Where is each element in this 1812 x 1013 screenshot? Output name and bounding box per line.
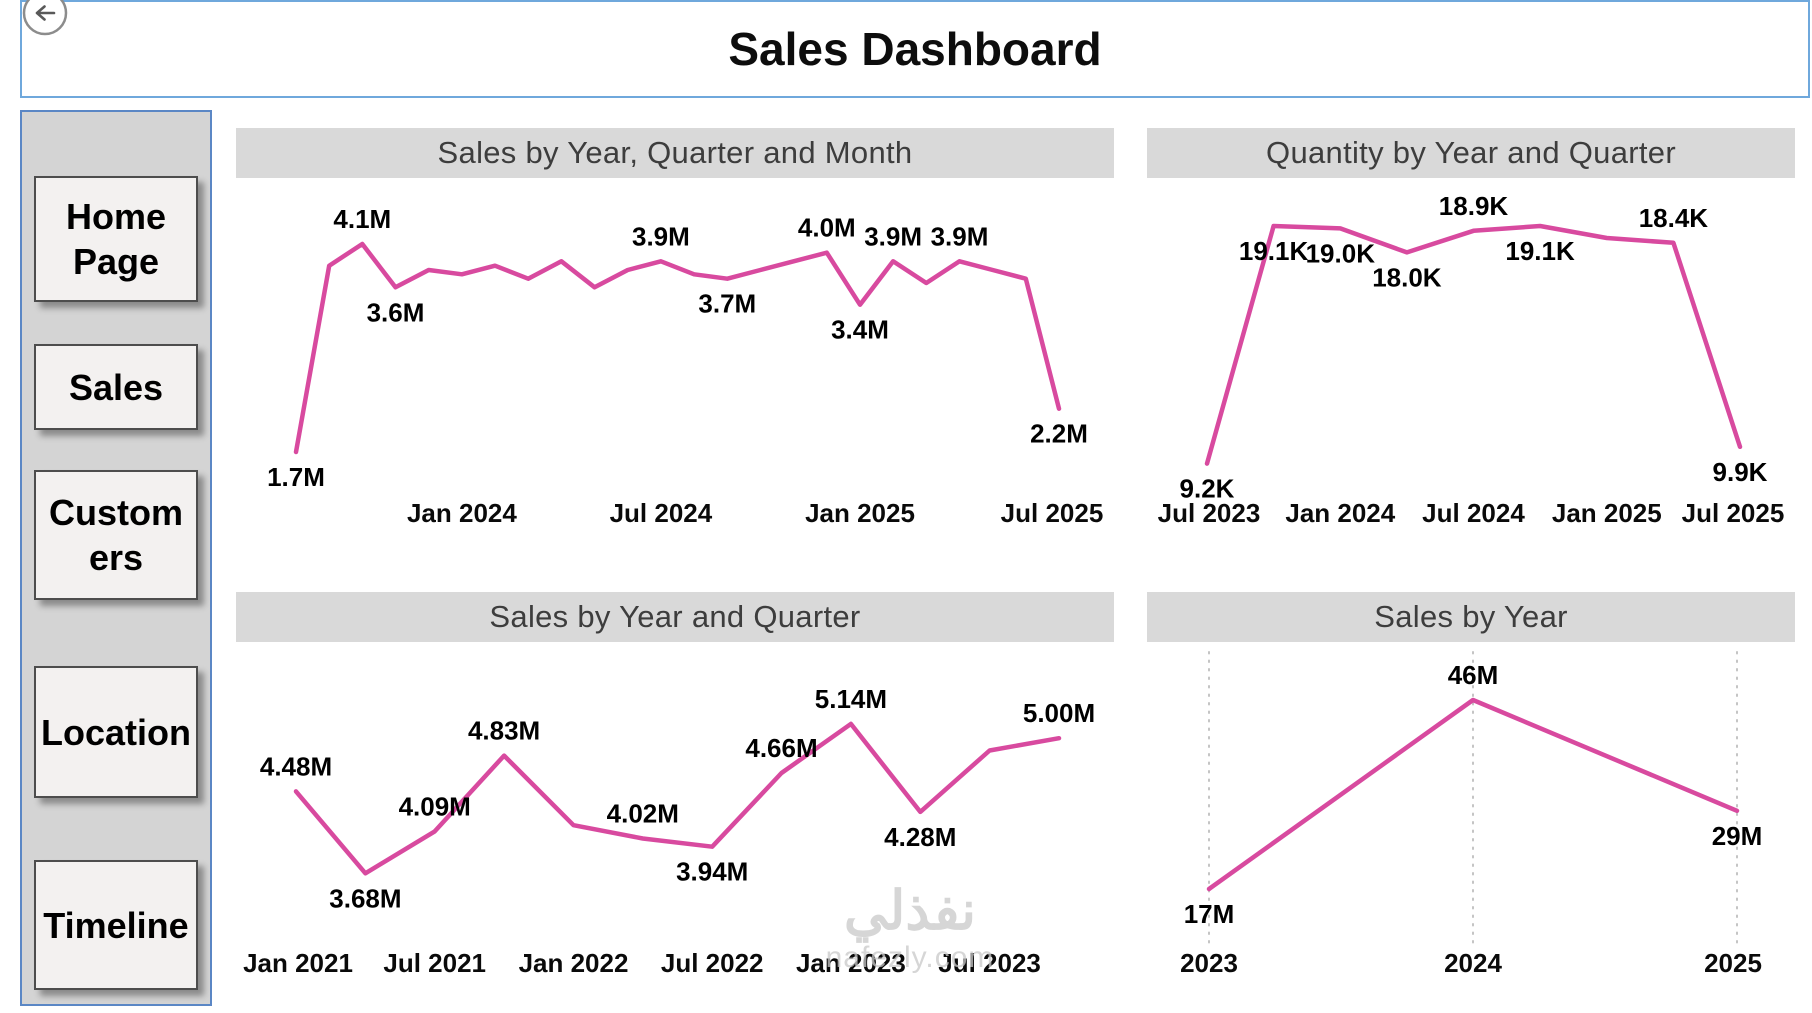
svg-text:Jul 2023: Jul 2023 [938,948,1041,978]
sidebar-item-sales[interactable]: Sales [34,344,198,430]
svg-text:18.0K: 18.0K [1372,262,1442,292]
chart-title: Sales by Year and Quarter [236,592,1114,642]
chart-title: Sales by Year, Quarter and Month [236,128,1114,178]
sales-by-month-line-chart[interactable]: 1.7M 4.1M 3.6M 3.9M 3.7M 4.0M 3.4M 3.9M 3.9M 2.2M… [236,178,1114,560]
sidebar-item-home-page[interactable]: Home Page [34,176,198,302]
svg-text:5.00M: 5.00M [1023,698,1095,728]
svg-text:3.94M: 3.94M [676,857,748,887]
svg-text:3.68M: 3.68M [329,883,401,913]
sales-by-year-line-chart[interactable]: 17M 46M 29M 2023 2024 2025 [1147,642,1795,1006]
back-button[interactable] [20,0,70,38]
svg-text:2023: 2023 [1180,948,1238,978]
svg-text:19.1K: 19.1K [1239,236,1309,266]
svg-text:4.02M: 4.02M [607,799,679,829]
svg-text:Jul 2023: Jul 2023 [1158,498,1261,528]
svg-text:2.2M: 2.2M [1030,419,1088,449]
page-title: Sales Dashboard [728,23,1102,75]
svg-text:5.14M: 5.14M [815,684,887,714]
chart-title: Sales by Year [1147,592,1795,642]
svg-text:Jul 2024: Jul 2024 [1422,498,1525,528]
svg-text:9.9K: 9.9K [1713,457,1768,487]
svg-text:1.7M: 1.7M [267,462,325,492]
svg-text:3.4M: 3.4M [831,315,889,345]
quantity-by-quarter-line-chart[interactable]: 9.2K19.1K19.0K18.0K18.9K19.1K18.4K9.9KJu… [1147,178,1795,560]
sidebar-item-customers[interactable]: Customers [34,470,198,600]
svg-text:46M: 46M [1448,660,1499,690]
svg-text:Jul 2021: Jul 2021 [383,948,486,978]
svg-text:Jan 2025: Jan 2025 [805,498,915,528]
svg-text:Jan 2024: Jan 2024 [407,498,517,528]
svg-text:19.1K: 19.1K [1505,236,1575,266]
svg-text:4.66M: 4.66M [745,733,817,763]
svg-text:3.6M: 3.6M [367,297,425,327]
sidebar: Home Page Sales Customers Location Timel… [20,110,212,1006]
svg-text:17M: 17M [1184,899,1235,929]
back-arrow-icon [22,0,68,36]
svg-text:Jan 2023: Jan 2023 [796,948,906,978]
chart-title: Quantity by Year and Quarter [1147,128,1795,178]
chart-panel-sales-by-year: Sales by Year 17M 46M 29M 2023 2024 2025 [1147,592,1795,1006]
svg-text:Jul 2025: Jul 2025 [1682,498,1785,528]
svg-text:2024: 2024 [1444,948,1502,978]
svg-text:29M: 29M [1712,821,1763,851]
header: Sales Dashboard [20,0,1810,98]
svg-text:4.48M: 4.48M [260,751,332,781]
chart-panel-sales-by-quarter: Sales by Year and Quarter 4.48M 3.68M 4.09… [236,592,1114,1006]
svg-text:Jul 2022: Jul 2022 [661,948,764,978]
svg-text:9.2K: 9.2K [1180,474,1235,504]
svg-text:3.9M: 3.9M [864,221,922,251]
svg-text:4.0M: 4.0M [798,213,856,243]
svg-text:4.28M: 4.28M [884,822,956,852]
svg-text:3.9M: 3.9M [931,221,989,251]
sidebar-item-timeline[interactable]: Timeline [34,860,198,990]
svg-text:18.4K: 18.4K [1639,203,1709,233]
svg-text:4.09M: 4.09M [399,791,471,821]
svg-text:2025: 2025 [1704,948,1762,978]
svg-text:4.83M: 4.83M [468,716,540,746]
sales-by-quarter-line-chart[interactable]: 4.48M 3.68M 4.09M 4.83M 4.02M 3.94M 4.66M 5.14M… [236,642,1114,1006]
svg-text:3.9M: 3.9M [632,221,690,251]
svg-text:Jan 2021: Jan 2021 [243,948,353,978]
svg-text:19.0K: 19.0K [1306,238,1376,268]
svg-text:Jan 2024: Jan 2024 [1285,498,1395,528]
svg-text:Jul 2024: Jul 2024 [610,498,713,528]
svg-text:Jul 2025: Jul 2025 [1001,498,1104,528]
svg-text:4.1M: 4.1M [333,204,391,234]
chart-panel-sales-by-month: Sales by Year, Quarter and Month 1.7M 4.1… [236,128,1114,560]
svg-text:3.7M: 3.7M [698,289,756,319]
svg-text:Jan 2022: Jan 2022 [519,948,629,978]
svg-text:18.9K: 18.9K [1439,191,1509,221]
chart-panel-quantity-by-quarter: Quantity by Year and Quarter 9.2K 19.1K 19… [1147,128,1795,560]
svg-text:Jan 2025: Jan 2025 [1552,498,1662,528]
sidebar-item-location[interactable]: Location [34,666,198,798]
